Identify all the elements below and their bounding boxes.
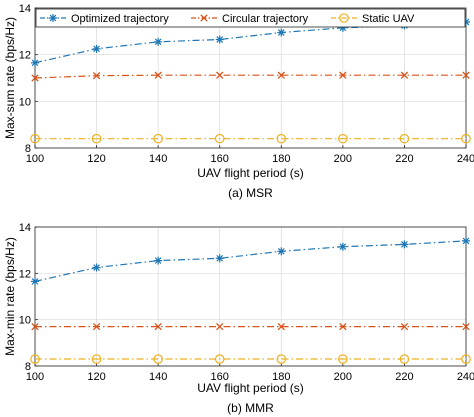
x-tick-label: 180 (272, 371, 290, 383)
x-axis-label: UAV flight period (s) (197, 381, 303, 395)
x-tick-label: 140 (149, 371, 167, 383)
series-line-optimized (34, 21, 467, 64)
data-point-optimized (31, 58, 39, 67)
panel-caption: (b) MMR (227, 401, 274, 415)
plot-area (35, 227, 466, 366)
x-tick-label: 200 (334, 371, 352, 383)
data-point-optimized (154, 256, 163, 265)
data-point-static (214, 133, 225, 144)
legend-label-optimized: Optimized trajectory (71, 13, 169, 25)
y-tick-label: 12 (19, 50, 31, 62)
panel-msr: 100 120 140 160 180 200 220 240 8 10 12 14 UAV fligh… (3, 3, 474, 200)
x-tick-label: 140 (149, 153, 167, 165)
y-tick-label: 8 (25, 361, 31, 373)
y-axis-label: Max-min rate (bps/Hz) (3, 237, 17, 356)
series-line-circular (34, 74, 466, 79)
x-tick-label: 160 (211, 153, 229, 165)
legend-label-circular: Circular trajectory (222, 13, 309, 25)
y-tick-label: 14 (19, 222, 31, 234)
y-tick-label: 14 (19, 3, 31, 15)
data-point-static (30, 354, 40, 364)
legend-marker-optimized (49, 14, 57, 22)
legend-marker-static (339, 13, 349, 23)
data-point-optimized (31, 277, 39, 286)
legend-label-static: Static UAV (362, 13, 415, 25)
data-point-optimized (400, 240, 409, 249)
data-point-circular (154, 322, 162, 331)
panel-caption: (a) MSR (228, 186, 273, 200)
x-tick-label: 100 (26, 371, 44, 383)
data-point-circular (216, 71, 224, 79)
x-tick-label: 100 (26, 153, 44, 165)
data-point-circular (339, 71, 347, 79)
data-point-static (399, 133, 410, 144)
x-tick-label: 160 (211, 371, 229, 383)
legend-box (35, 8, 466, 28)
plot-area (35, 8, 466, 148)
data-point-static (30, 133, 40, 144)
data-point-static (91, 133, 102, 144)
legend-marker-circular (200, 14, 208, 22)
x-tick-label: 220 (395, 371, 413, 383)
data-point-optimized (154, 37, 163, 46)
data-point-optimized (92, 44, 101, 53)
legend: Optimized trajectory Circular trajectory S… (35, 8, 466, 28)
x-tick-label: 120 (87, 371, 105, 383)
y-tick-label: 8 (25, 143, 31, 155)
series-line-optimized (34, 240, 467, 282)
data-point-circular (216, 322, 224, 331)
data-point-optimized (215, 254, 224, 263)
data-point-optimized (277, 247, 286, 256)
panel-mmr: 100 120 140 160 180 200 220 240 8 10 12 14 UAV fligh… (3, 222, 474, 415)
y-axis-label: Max-sum rate (bps/Hz) (3, 17, 17, 139)
data-point-circular (92, 72, 101, 80)
x-tick-label: 240 (457, 371, 474, 383)
data-point-circular (400, 71, 409, 79)
data-point-static (153, 354, 163, 364)
data-point-circular (400, 322, 409, 331)
data-point-static (399, 354, 410, 364)
x-axis-label: UAV flight period (s) (197, 166, 303, 180)
data-point-static (276, 354, 287, 364)
data-point-static (461, 133, 471, 144)
data-point-optimized (92, 263, 101, 272)
y-tick-label: 12 (19, 268, 31, 280)
axes-frame (34, 226, 467, 367)
data-point-optimized (215, 35, 224, 44)
data-point-static (214, 354, 225, 364)
data-point-static (91, 354, 102, 364)
data-point-optimized (338, 23, 347, 32)
data-point-static (276, 133, 287, 144)
data-point-circular (462, 71, 470, 79)
x-tick-label: 180 (272, 153, 290, 165)
data-point-circular (339, 322, 347, 331)
data-point-optimized (338, 242, 347, 251)
data-point-static (338, 354, 348, 364)
x-tick-label: 120 (87, 153, 105, 165)
data-point-static (338, 133, 348, 144)
y-tick-label: 10 (19, 315, 31, 327)
y-tick-label: 10 (19, 96, 31, 108)
x-tick-label: 220 (395, 153, 413, 165)
data-point-circular (31, 322, 39, 331)
data-point-circular (462, 322, 470, 331)
data-point-optimized (277, 28, 286, 37)
x-tick-label: 200 (334, 153, 352, 165)
data-point-circular (154, 71, 162, 79)
data-point-optimized (462, 236, 470, 245)
data-point-circular (31, 74, 39, 82)
data-point-optimized (462, 18, 470, 26)
data-point-static (153, 133, 163, 144)
data-point-circular (277, 71, 285, 79)
data-point-circular (92, 322, 101, 331)
data-point-circular (277, 322, 285, 331)
x-tick-label: 240 (457, 153, 474, 165)
data-point-static (461, 354, 471, 364)
